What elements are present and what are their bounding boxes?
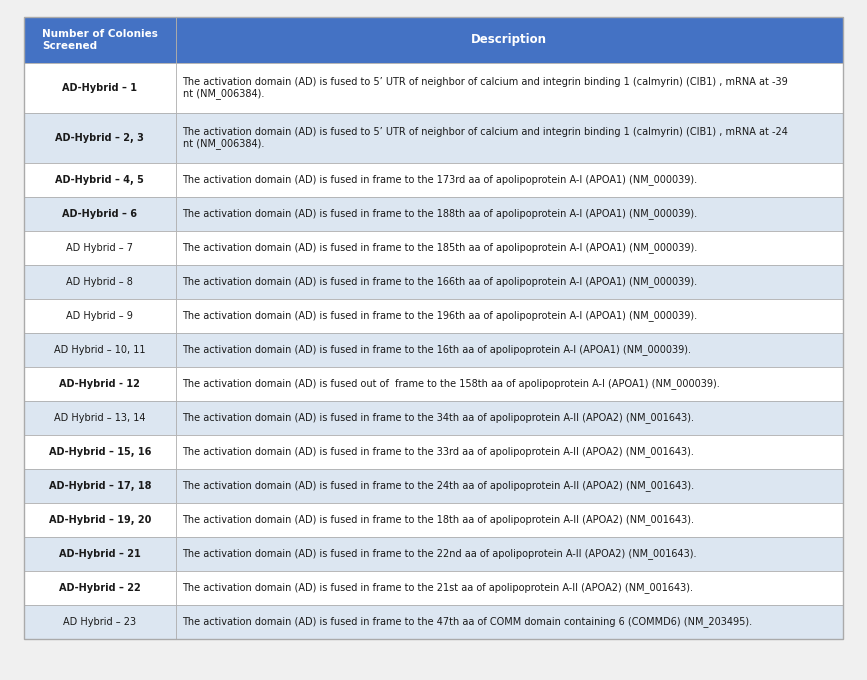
Text: The activation domain (AD) is fused in frame to the 185th aa of apolipoprotein A: The activation domain (AD) is fused in f… <box>183 243 698 254</box>
Text: Number of Colonies
Screened: Number of Colonies Screened <box>42 29 158 51</box>
Text: The activation domain (AD) is fused in frame to the 21st aa of apolipoprotein A-: The activation domain (AD) is fused in f… <box>183 583 694 594</box>
Text: Description: Description <box>472 33 547 46</box>
Text: AD Hybrid – 23: AD Hybrid – 23 <box>63 617 136 627</box>
Text: The activation domain (AD) is fused in frame to the 188th aa of apolipoprotein A: The activation domain (AD) is fused in f… <box>183 209 698 220</box>
Text: The activation domain (AD) is fused in frame to the 173rd aa of apolipoprotein A: The activation domain (AD) is fused in f… <box>183 175 698 186</box>
Bar <box>24 163 175 197</box>
Bar <box>175 231 843 265</box>
Text: AD-Hybrid – 4, 5: AD-Hybrid – 4, 5 <box>55 175 144 185</box>
Bar <box>24 197 175 231</box>
Bar <box>175 333 843 367</box>
Bar <box>175 63 843 113</box>
Bar <box>175 17 843 63</box>
Bar <box>175 197 843 231</box>
Bar <box>175 265 843 299</box>
Text: The activation domain (AD) is fused in frame to the 33rd aa of apolipoprotein A-: The activation domain (AD) is fused in f… <box>183 447 694 458</box>
Bar <box>24 401 175 435</box>
Text: The activation domain (AD) is fused to 5’ UTR of neighbor of calcium and integri: The activation domain (AD) is fused to 5… <box>183 77 788 99</box>
Bar <box>175 503 843 537</box>
Text: AD Hybrid – 9: AD Hybrid – 9 <box>66 311 134 321</box>
Text: AD-Hybrid – 1: AD-Hybrid – 1 <box>62 83 137 93</box>
Text: AD Hybrid – 8: AD Hybrid – 8 <box>66 277 134 287</box>
Bar <box>175 435 843 469</box>
Bar <box>175 571 843 605</box>
Bar <box>175 401 843 435</box>
Text: The activation domain (AD) is fused in frame to the 196th aa of apolipoprotein A: The activation domain (AD) is fused in f… <box>183 311 698 322</box>
Text: AD Hybrid – 10, 11: AD Hybrid – 10, 11 <box>54 345 146 355</box>
Text: The activation domain (AD) is fused to 5’ UTR of neighbor of calcium and integri: The activation domain (AD) is fused to 5… <box>183 126 788 149</box>
Text: AD-Hybrid – 15, 16: AD-Hybrid – 15, 16 <box>49 447 151 457</box>
Bar <box>175 299 843 333</box>
Bar <box>24 17 175 63</box>
Text: The activation domain (AD) is fused in frame to the 34th aa of apolipoprotein A-: The activation domain (AD) is fused in f… <box>183 413 694 424</box>
Bar <box>175 537 843 571</box>
Text: The activation domain (AD) is fused in frame to the 166th aa of apolipoprotein A: The activation domain (AD) is fused in f… <box>183 277 698 288</box>
Text: The activation domain (AD) is fused in frame to the 47th aa of COMM domain conta: The activation domain (AD) is fused in f… <box>183 617 753 628</box>
Bar <box>24 265 175 299</box>
Text: AD-Hybrid - 12: AD-Hybrid - 12 <box>59 379 140 389</box>
Text: AD-Hybrid – 17, 18: AD-Hybrid – 17, 18 <box>49 481 151 491</box>
Bar <box>24 537 175 571</box>
Bar <box>24 469 175 503</box>
Text: AD-Hybrid – 19, 20: AD-Hybrid – 19, 20 <box>49 515 151 525</box>
Bar <box>175 113 843 163</box>
Text: The activation domain (AD) is fused in frame to the 24th aa of apolipoprotein A-: The activation domain (AD) is fused in f… <box>183 481 694 492</box>
Text: The activation domain (AD) is fused in frame to the 18th aa of apolipoprotein A-: The activation domain (AD) is fused in f… <box>183 515 694 526</box>
Bar <box>175 163 843 197</box>
Text: The activation domain (AD) is fused in frame to the 16th aa of apolipoprotein A-: The activation domain (AD) is fused in f… <box>183 345 692 356</box>
Bar <box>24 231 175 265</box>
Text: AD-Hybrid – 2, 3: AD-Hybrid – 2, 3 <box>55 133 144 143</box>
Bar <box>24 605 175 639</box>
Bar <box>24 435 175 469</box>
Bar <box>24 571 175 605</box>
Text: The activation domain (AD) is fused out of  frame to the 158th aa of apolipoprot: The activation domain (AD) is fused out … <box>183 379 720 390</box>
Text: The activation domain (AD) is fused in frame to the 22nd aa of apolipoprotein A-: The activation domain (AD) is fused in f… <box>183 549 697 560</box>
Text: AD Hybrid – 7: AD Hybrid – 7 <box>66 243 134 253</box>
Bar <box>175 367 843 401</box>
Bar <box>175 469 843 503</box>
Bar <box>175 605 843 639</box>
Text: AD Hybrid – 13, 14: AD Hybrid – 13, 14 <box>54 413 146 423</box>
Bar <box>24 63 175 113</box>
Bar <box>24 503 175 537</box>
Text: AD-Hybrid – 21: AD-Hybrid – 21 <box>59 549 140 559</box>
Text: AD-Hybrid – 22: AD-Hybrid – 22 <box>59 583 140 593</box>
Bar <box>24 333 175 367</box>
Bar <box>24 299 175 333</box>
Bar <box>24 113 175 163</box>
Text: AD-Hybrid – 6: AD-Hybrid – 6 <box>62 209 137 219</box>
Bar <box>24 367 175 401</box>
